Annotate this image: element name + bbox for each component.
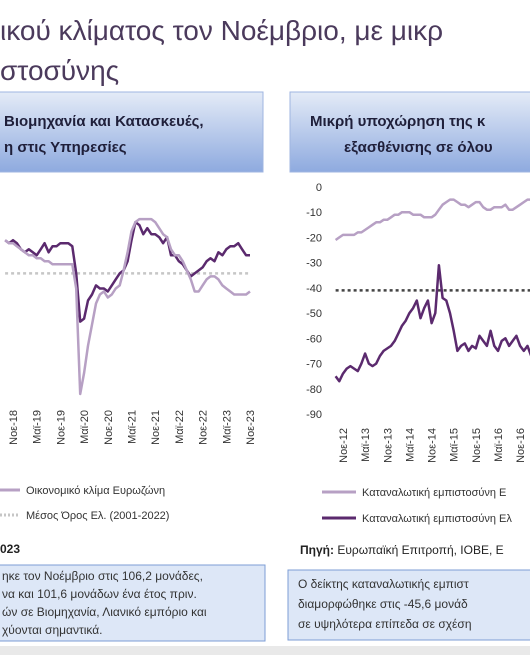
x-tick-label: Μαϊ-14 <box>404 428 416 462</box>
series-line <box>4 217 251 396</box>
x-tick-label: Μαϊ-22 <box>174 410 186 444</box>
y-tick-label: -30 <box>306 258 322 270</box>
note-box <box>287 569 530 641</box>
source-label: Πηγή: <box>300 543 334 557</box>
y-tick-label: -60 <box>306 333 322 345</box>
y-tick-label: -50 <box>306 308 322 320</box>
footer-strip <box>0 646 530 655</box>
x-tick-label: Νοε-18 <box>8 410 20 445</box>
x-tick-label: Μαϊ-15 <box>449 428 461 462</box>
legend-label: Οικονομικό κλίμα Ευρωζώνη <box>26 485 165 497</box>
legend-label: Καταναλωτική εμπιστοσύνη Ελ <box>362 513 512 525</box>
note-line: ών σε Βιομηχανία, Λιανικό εμπόριο και <box>2 605 207 619</box>
x-tick-label: Μαϊ-20 <box>79 410 91 444</box>
note-line: χύονται σημαντικά. <box>2 623 103 637</box>
y-tick-label: -70 <box>306 359 322 371</box>
note-box <box>0 564 266 642</box>
series-line <box>334 263 530 383</box>
note-line: να και 101,6 μονάδων ένα έτος πριν. <box>2 587 197 601</box>
x-tick-label: Νοε-14 <box>427 428 439 463</box>
note-line: ηκε τον Νοέμβριο στις 106,2 μονάδες, <box>2 569 203 583</box>
x-tick-label: Νοε-19 <box>55 410 67 445</box>
source: Πηγή: Ευρωπαϊκή Επιτροπή, ΙΟΒΕ, Ε <box>300 543 504 557</box>
y-tick-label: -80 <box>306 384 322 396</box>
source: 023 <box>0 542 20 556</box>
y-tick-label: -20 <box>306 232 322 244</box>
panel-header: Μικρή υποχώρηση της κ <box>310 113 486 130</box>
x-tick-label: Μαϊ-23 <box>221 410 233 444</box>
y-tick-label: -40 <box>306 283 322 295</box>
title: στοσύνης <box>0 55 119 86</box>
legend-label: Μέσος Όρος Ελ. (2001-2022) <box>26 510 169 522</box>
x-tick-label: Νοε-15 <box>471 428 483 463</box>
x-tick-label: Νοε-21 <box>150 410 162 445</box>
source-text: Ευρωπαϊκή Επιτροπή, ΙΟΒΕ, Ε <box>337 543 503 557</box>
note-line: διαμορφώθηκε στις -45,6 μονάδ <box>298 597 468 611</box>
note-line: Ο δείκτης καταναλωτικής εμπιστ <box>298 577 469 591</box>
y-tick-label: -90 <box>306 409 322 421</box>
panel-header-bg <box>0 91 264 173</box>
series-line <box>4 220 250 323</box>
x-tick-label: Μαϊ-21 <box>127 410 139 444</box>
y-tick-label: 0 <box>316 182 322 194</box>
note-line: σε υψηλότερα επίπεδα σε σχέση <box>298 617 472 631</box>
panel-header: Βιομηχανία και Κατασκευές, <box>4 113 204 130</box>
title: ικού κλίματος τον Νοέμβριο, με μικρ <box>0 15 443 46</box>
series-line <box>334 198 530 242</box>
x-tick-label: Νοε-13 <box>382 428 394 463</box>
legend-label: Καταναλωτική εμπιστοσύνη Ε <box>362 487 506 499</box>
x-tick-label: Νοε-20 <box>103 410 115 445</box>
x-tick-label: Μαϊ-19 <box>32 410 44 444</box>
x-tick-label: Μαϊ-16 <box>493 428 505 462</box>
x-tick-label: Μαϊ-13 <box>360 428 372 462</box>
x-tick-label: Νοε-22 <box>198 410 210 445</box>
x-tick-label: Νοε-12 <box>338 428 350 463</box>
x-tick-label: Νοε-23 <box>245 410 257 445</box>
x-tick-label: Νοε-16 <box>515 428 527 463</box>
panel-header-bg <box>289 91 530 173</box>
y-tick-label: -10 <box>306 207 322 219</box>
panel-header: εξασθένισης σε όλου <box>344 139 493 156</box>
panel-header: η στις Υπηρεσίες <box>4 139 127 156</box>
